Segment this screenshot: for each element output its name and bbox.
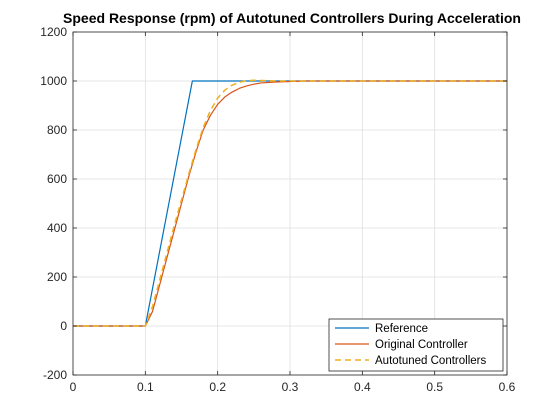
- y-tick-label: 800: [47, 123, 67, 137]
- x-tick-label: 0.2: [209, 380, 226, 394]
- y-tick-label: 1200: [40, 25, 67, 39]
- legend: Reference Original Controller Autotuned Co…: [328, 318, 504, 372]
- x-tick-label: 0.1: [137, 380, 154, 394]
- legend-label-1: Original Controller: [375, 339, 468, 351]
- x-tick-label: 0.5: [426, 380, 443, 394]
- legend-label-0: Reference: [375, 323, 428, 335]
- series-group: [73, 79, 507, 327]
- series-line-1: [73, 80, 507, 327]
- y-tick-label: 0: [60, 319, 67, 333]
- y-tick-label: 400: [47, 221, 67, 235]
- chart-title: Speed Response (rpm) of Autotuned Contro…: [63, 10, 521, 26]
- x-tick-label: 0: [70, 380, 77, 394]
- legend-label-2: Autotuned Controllers: [375, 355, 486, 367]
- y-tick-label: 1000: [40, 74, 67, 88]
- ticks: 0 0.1 0.2 0.3 0.4 0.5 0.6-20002004006008001000…: [40, 25, 515, 394]
- series-line-2: [73, 79, 507, 327]
- y-tick-label: -200: [43, 368, 67, 382]
- y-tick-label: 600: [47, 172, 67, 186]
- x-tick-label: 0.6: [499, 380, 516, 394]
- x-tick-label: 0.4: [354, 380, 371, 394]
- x-tick-label: 0.3: [282, 380, 299, 394]
- y-tick-label: 200: [47, 270, 67, 284]
